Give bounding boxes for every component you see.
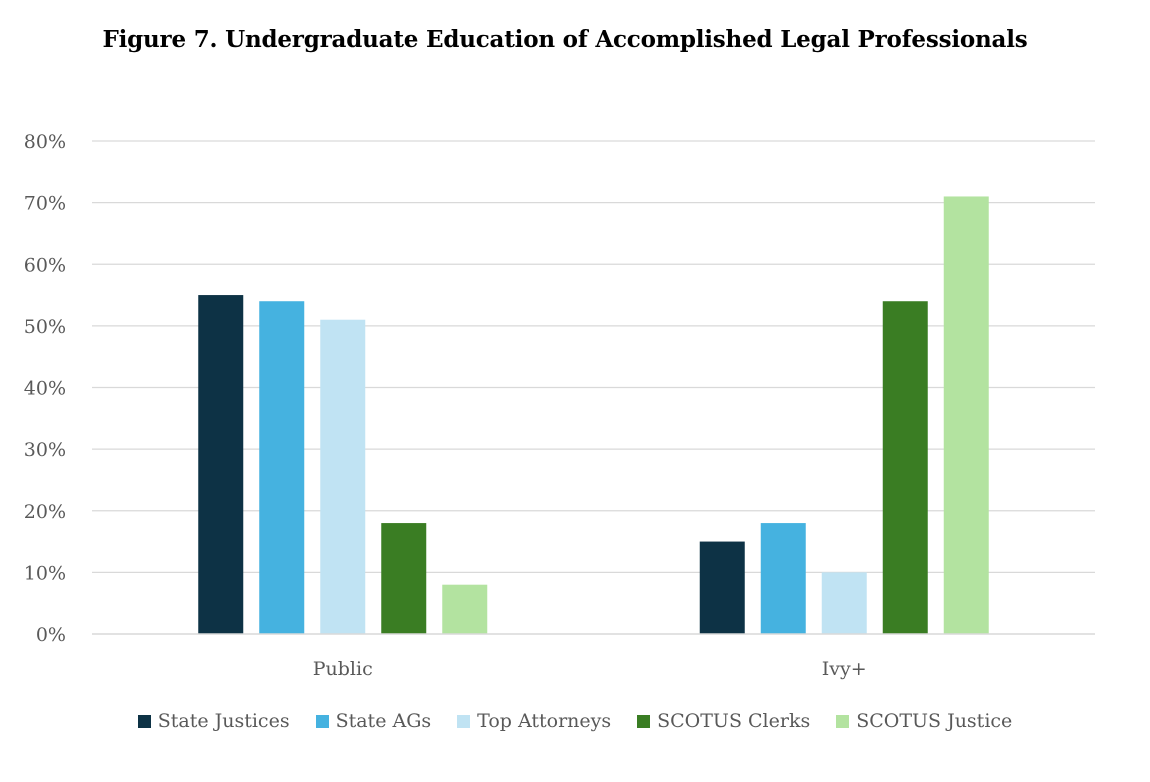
legend-label: State AGs <box>335 710 432 732</box>
legend-label: SCOTUS Clerks <box>657 710 811 732</box>
y-tick-label: 40% <box>24 378 66 400</box>
bar <box>760 523 806 634</box>
y-tick-label: 20% <box>24 501 66 523</box>
gridlines <box>92 140 1095 574</box>
legend-item: Top Attorneys <box>457 710 611 732</box>
bar <box>381 523 427 634</box>
y-tick-label: 50% <box>24 316 66 338</box>
y-tick-label: 60% <box>24 254 66 276</box>
bars <box>198 196 989 634</box>
bar <box>320 319 366 634</box>
legend-swatch <box>637 714 651 728</box>
bar <box>259 301 305 634</box>
legend-item: SCOTUS Justice <box>836 710 1012 732</box>
legend-swatch <box>836 714 850 728</box>
x-axis-tick-labels: Public Ivy+ <box>313 658 867 680</box>
y-tick-label: 10% <box>24 562 66 584</box>
legend-item: State AGs <box>315 710 432 732</box>
bar <box>442 584 488 634</box>
bar <box>943 196 989 634</box>
y-tick-label: 0% <box>36 624 66 646</box>
legend-label: State Justices <box>157 710 290 732</box>
bar <box>882 301 928 634</box>
legend-swatch <box>457 714 471 728</box>
y-tick-label: 70% <box>24 193 66 215</box>
bar <box>198 295 244 634</box>
y-tick-label: 30% <box>24 439 66 461</box>
legend-swatch <box>315 714 329 728</box>
bar-chart: 0% 10% 20% 30% 40% 50% 60% 70% 80% Public Ivy+ <box>24 131 1095 680</box>
legend-label: SCOTUS Justice <box>856 710 1013 732</box>
legend-swatch <box>137 714 151 728</box>
legend-item: State Justices <box>137 710 290 732</box>
bar <box>821 572 867 634</box>
x-tick-label: Public <box>313 658 373 680</box>
chart-title: Figure 7. Undergraduate Education of Acc… <box>102 26 1028 53</box>
y-axis-tick-labels: 0% 10% 20% 30% 40% 50% 60% 70% 80% <box>24 131 66 646</box>
x-tick-label: Ivy+ <box>822 658 867 680</box>
legend-label: Top Attorneys <box>477 710 612 732</box>
chart-legend: State Justices State AGs Top Attorneys SCOT… <box>0 710 1150 732</box>
legend-item: SCOTUS Clerks <box>637 710 810 732</box>
bar <box>699 541 745 634</box>
y-tick-label: 80% <box>24 131 66 153</box>
